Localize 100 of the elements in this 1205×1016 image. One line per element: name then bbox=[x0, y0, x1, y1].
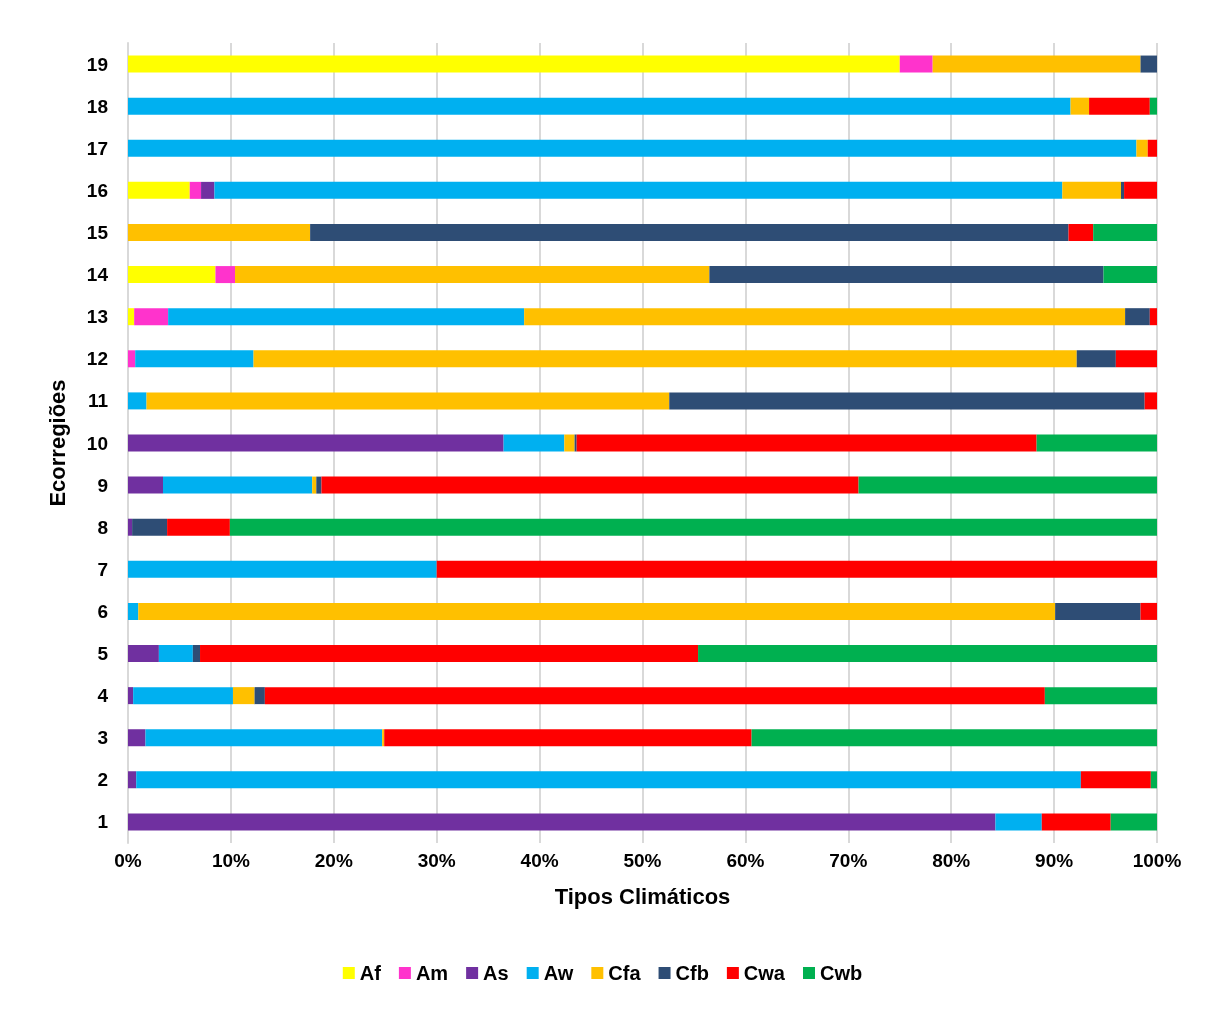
x-tick-label: 90% bbox=[1035, 850, 1074, 871]
bar bbox=[1076, 350, 1116, 368]
x-tick-label: 50% bbox=[623, 850, 662, 871]
legend-label: Cwb bbox=[819, 962, 863, 984]
bar bbox=[229, 518, 1157, 536]
x-tick-label: 40% bbox=[520, 850, 559, 871]
x-tick-label: 70% bbox=[829, 850, 868, 871]
bar bbox=[503, 434, 565, 452]
bar bbox=[253, 350, 1077, 368]
y-tick-label: 8 bbox=[97, 516, 108, 538]
bar bbox=[128, 55, 900, 73]
bar bbox=[133, 687, 233, 705]
bar bbox=[167, 518, 230, 536]
bar bbox=[1124, 181, 1157, 199]
y-tick-label: 17 bbox=[86, 137, 108, 159]
bar bbox=[1149, 97, 1157, 115]
bar bbox=[1115, 350, 1157, 368]
y-tick-label: 9 bbox=[97, 474, 108, 496]
bar bbox=[321, 476, 859, 494]
y-tick-label: 7 bbox=[97, 558, 108, 580]
bar bbox=[128, 771, 137, 789]
bar bbox=[1110, 813, 1157, 831]
bar bbox=[1140, 602, 1157, 620]
bar bbox=[384, 729, 752, 747]
legend-label: Am bbox=[415, 962, 449, 984]
bar bbox=[1089, 97, 1150, 115]
x-tick-label: 30% bbox=[417, 850, 456, 871]
x-tick-label: 100% bbox=[1132, 850, 1182, 871]
y-tick-label: 12 bbox=[86, 348, 108, 370]
bar bbox=[146, 392, 670, 410]
bar bbox=[1140, 55, 1157, 73]
legend-label: As bbox=[483, 962, 509, 984]
bar bbox=[128, 729, 146, 747]
y-tick-label: 4 bbox=[97, 685, 109, 707]
y-tick-label: 15 bbox=[86, 221, 109, 243]
legend-label: Af bbox=[359, 962, 382, 984]
bar bbox=[310, 223, 1069, 241]
y-axis-title: Ecorregiões bbox=[44, 379, 70, 507]
bar bbox=[564, 434, 575, 452]
bar bbox=[254, 687, 265, 705]
x-tick-label: 20% bbox=[314, 850, 353, 871]
bar bbox=[669, 392, 1145, 410]
bar bbox=[1062, 181, 1121, 199]
bar bbox=[128, 350, 136, 368]
bar bbox=[1036, 434, 1157, 452]
bar bbox=[128, 139, 1137, 157]
bar bbox=[128, 813, 996, 831]
bar bbox=[1080, 771, 1151, 789]
bar bbox=[128, 181, 190, 199]
legend-label: Cwa bbox=[743, 962, 786, 984]
bar bbox=[1149, 308, 1157, 326]
x-tick-label: 60% bbox=[726, 850, 765, 871]
bar bbox=[128, 602, 139, 620]
bar bbox=[1144, 392, 1157, 410]
bar bbox=[162, 476, 313, 494]
bar bbox=[128, 308, 135, 326]
y-tick-label: 2 bbox=[97, 769, 108, 791]
bar bbox=[136, 771, 1081, 789]
bar bbox=[134, 308, 169, 326]
bar bbox=[312, 476, 317, 494]
bar bbox=[128, 518, 133, 536]
bar bbox=[1055, 602, 1141, 620]
bar bbox=[1136, 139, 1148, 157]
x-tick-label: 10% bbox=[211, 850, 251, 871]
bar bbox=[932, 55, 1141, 73]
bar bbox=[214, 181, 1063, 199]
bar bbox=[235, 266, 710, 284]
bar bbox=[1044, 687, 1157, 705]
y-tick-label: 14 bbox=[86, 264, 109, 286]
y-tick-label: 6 bbox=[97, 600, 108, 622]
bar bbox=[189, 181, 202, 199]
bar bbox=[1070, 97, 1090, 115]
y-tick-label: 5 bbox=[97, 643, 109, 665]
bar bbox=[382, 729, 385, 747]
bar bbox=[128, 392, 147, 410]
y-tick-label: 3 bbox=[97, 727, 108, 749]
bar bbox=[698, 645, 1157, 663]
bar bbox=[995, 813, 1042, 831]
x-tick-label: 0% bbox=[114, 850, 142, 871]
y-tick-label: 18 bbox=[86, 95, 108, 117]
bar bbox=[128, 560, 437, 578]
bar bbox=[128, 266, 216, 284]
bar bbox=[1120, 181, 1125, 199]
bar bbox=[128, 223, 311, 241]
bar bbox=[215, 266, 236, 284]
bar bbox=[264, 687, 1045, 705]
bar bbox=[128, 687, 134, 705]
bar bbox=[576, 434, 1037, 452]
bar bbox=[132, 518, 168, 536]
bar bbox=[1125, 308, 1150, 326]
bar bbox=[128, 476, 163, 494]
bar bbox=[138, 602, 1056, 620]
x-tick-label: 80% bbox=[932, 850, 971, 871]
bar bbox=[751, 729, 1157, 747]
x-axis-title: Tipos Climáticos bbox=[554, 883, 731, 909]
bar bbox=[436, 560, 1157, 578]
bar bbox=[158, 645, 193, 663]
bar bbox=[200, 645, 699, 663]
bar bbox=[1041, 813, 1111, 831]
bar bbox=[1147, 139, 1157, 157]
